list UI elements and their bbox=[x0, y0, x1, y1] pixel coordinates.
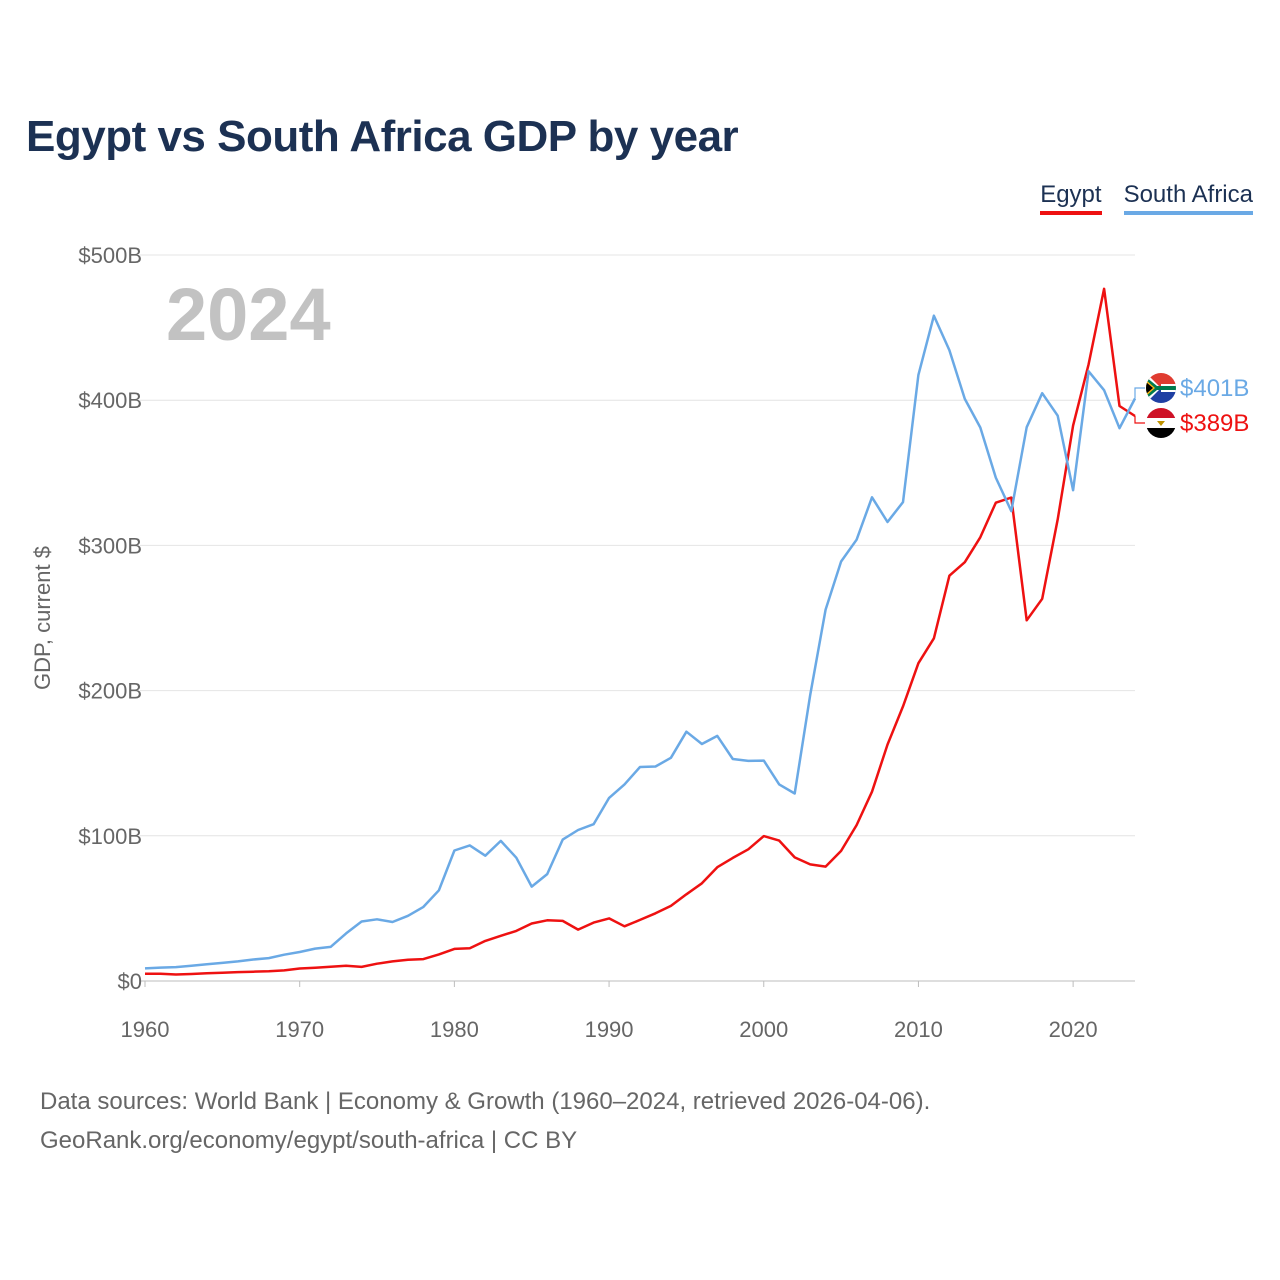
footer-attribution: GeoRank.org/economy/egypt/south-africa |… bbox=[40, 1127, 578, 1154]
y-tick-label: $400B bbox=[78, 388, 142, 413]
x-tick-label: 1990 bbox=[585, 1017, 634, 1042]
x-tick-label: 1970 bbox=[275, 1017, 324, 1042]
legend-item-egypt[interactable]: Egypt bbox=[1040, 181, 1102, 215]
end-label-south-africa: $401B bbox=[1180, 375, 1249, 402]
connector-south-africa bbox=[1134, 387, 1145, 399]
legend: Egypt South Africa bbox=[1040, 181, 1253, 215]
end-label-egypt: $389B bbox=[1180, 410, 1249, 437]
y-tick-label: $300B bbox=[78, 533, 142, 558]
year-watermark: 2024 bbox=[166, 273, 331, 356]
south-africa-flag-icon bbox=[1146, 373, 1176, 403]
y-tick-label: $0 bbox=[118, 969, 142, 994]
footer-sources: Data sources: World Bank | Economy & Gro… bbox=[40, 1088, 931, 1115]
footer: Data sources: World Bank | Economy & Gro… bbox=[40, 1082, 930, 1160]
y-tick-label: $100B bbox=[78, 824, 142, 849]
chart-title: Egypt vs South Africa GDP by year bbox=[26, 112, 739, 161]
x-tick-label: 2020 bbox=[1049, 1017, 1098, 1042]
legend-item-south-africa[interactable]: South Africa bbox=[1123, 181, 1253, 215]
x-tick-label: 2010 bbox=[894, 1017, 943, 1042]
x-tick-label: 1980 bbox=[430, 1017, 479, 1042]
series-line-egypt bbox=[145, 287, 1136, 976]
x-tick-label: 1960 bbox=[121, 1017, 170, 1042]
connector-egypt bbox=[1134, 416, 1145, 424]
y-tick-label: $200B bbox=[78, 679, 142, 704]
series-line-south-africa bbox=[144, 314, 1137, 970]
y-axis-label: GDP, current $ bbox=[30, 546, 55, 690]
y-tick-label: $500B bbox=[78, 243, 142, 268]
egypt-flag-icon bbox=[1146, 408, 1176, 438]
x-tick-label: 2000 bbox=[739, 1017, 788, 1042]
